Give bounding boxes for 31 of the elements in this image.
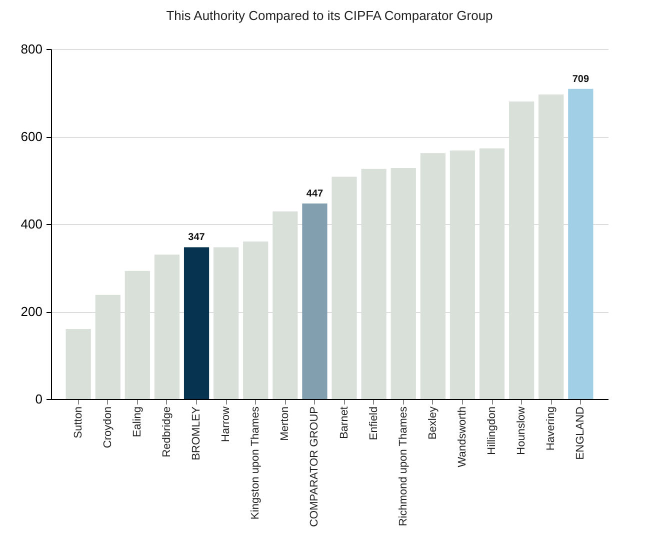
x-tick-label: Ealing bbox=[131, 406, 144, 438]
x-tick-label: Enfield bbox=[368, 406, 380, 440]
y-tick-label: 400 bbox=[20, 216, 42, 232]
x-tick-label: COMPARATOR GROUP bbox=[308, 406, 321, 527]
x-tick-label: Havering bbox=[545, 406, 558, 451]
data-label: 447 bbox=[306, 188, 324, 200]
x-tick-label: Sutton bbox=[72, 406, 84, 438]
x-tick-label: Barnet bbox=[338, 406, 350, 439]
x-tick-label: Wandsworth bbox=[456, 406, 468, 468]
data-label: 347 bbox=[188, 232, 206, 244]
x-tick-label: Hillingdon bbox=[486, 406, 498, 455]
chart-title: This Authority Compared to its CIPFA Comparator Group bbox=[166, 8, 493, 23]
x-tick-label: ENGLAND bbox=[574, 406, 587, 460]
bar bbox=[568, 88, 594, 399]
x-tick-label: Kingston upon Thames bbox=[250, 406, 262, 520]
x-tick-label: Hounslow bbox=[516, 406, 528, 455]
x-tick-label: Bexley bbox=[426, 406, 439, 440]
y-tick-label: 800 bbox=[20, 42, 42, 56]
bar bbox=[302, 203, 328, 399]
y-tick-label: 0 bbox=[35, 392, 42, 406]
x-tick-label: Richmond upon Thames bbox=[397, 406, 410, 526]
y-tick-label: 600 bbox=[20, 129, 42, 144]
bar bbox=[184, 247, 210, 399]
data-label: 709 bbox=[572, 74, 590, 85]
x-tick-label: BROMLEY bbox=[190, 406, 203, 460]
bar bbox=[66, 329, 91, 399]
x-tick-label: Harrow bbox=[220, 406, 232, 442]
x-tick-label: Merton bbox=[279, 406, 292, 441]
y-tick-label: 200 bbox=[20, 304, 42, 319]
x-tick-label: Croydon bbox=[102, 406, 114, 448]
x-tick-label: Redbridge bbox=[160, 406, 173, 458]
